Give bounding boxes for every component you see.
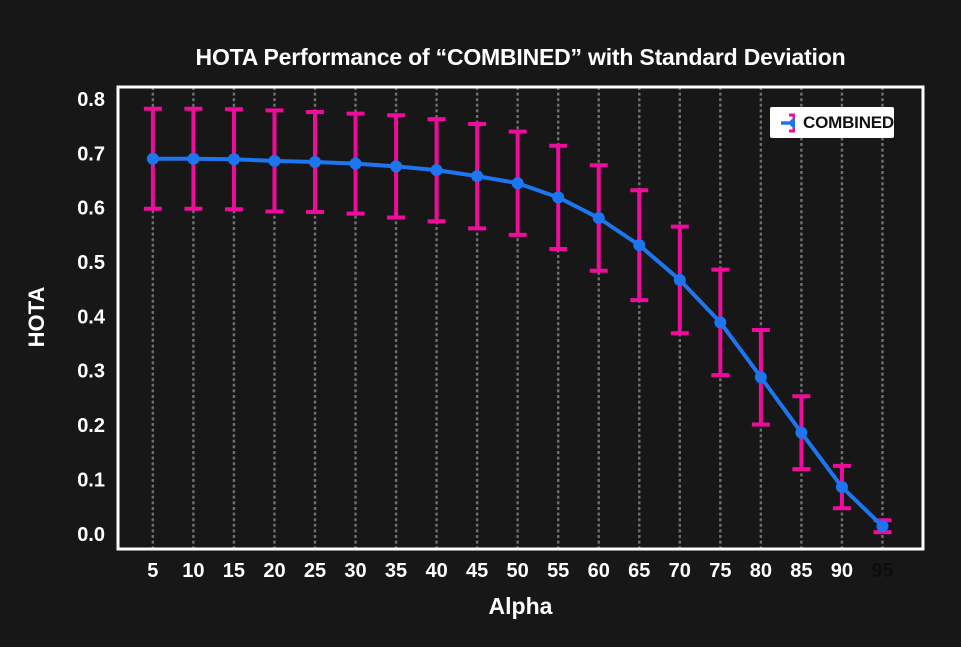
data-point (187, 152, 200, 165)
data-point (795, 426, 808, 439)
legend: COMBINED (770, 107, 894, 138)
x-tick-label: 70 (669, 560, 691, 582)
data-point (390, 160, 403, 173)
data-point (876, 520, 889, 533)
legend-marker-errorbar-icon (781, 113, 796, 132)
data-point (592, 211, 605, 224)
plot-border (116, 85, 925, 551)
x-tick-label: 15 (223, 560, 245, 582)
legend-label: COMBINED (803, 112, 894, 132)
y-tick-label: 0.6 (77, 198, 105, 220)
x-tick-label: 90 (831, 560, 853, 582)
x-tick-label: 65 (628, 560, 650, 582)
y-tick-label: 0.0 (77, 524, 105, 546)
y-tick-label: 0.3 (77, 361, 105, 383)
y-tick-label: 0.8 (77, 89, 105, 111)
y-tick-label: 0.5 (77, 252, 105, 274)
y-tick-label: 0.7 (77, 143, 105, 165)
y-tick-label: 0.4 (77, 306, 106, 328)
data-point (227, 153, 240, 166)
chart-title: HOTA Performance of “COMBINED” with Stan… (195, 44, 846, 70)
x-tick-label: 80 (750, 560, 772, 582)
data-point (471, 170, 484, 183)
x-tick-label: 95 (871, 560, 893, 582)
data-point (552, 191, 565, 204)
data-point (308, 156, 321, 169)
x-tick-label: 40 (425, 560, 447, 582)
y-axis-label: HOTA (24, 286, 49, 348)
x-tick-label: 35 (385, 560, 407, 582)
x-tick-label: 85 (790, 560, 812, 582)
y-tick-label: 0.1 (77, 469, 105, 491)
data-point (633, 239, 646, 252)
x-tick-label: 30 (344, 560, 366, 582)
data-point (268, 154, 281, 167)
data-point (430, 164, 443, 177)
x-tick-label: 75 (709, 560, 731, 582)
x-tick-label: 5 (147, 560, 158, 582)
data-point (835, 481, 848, 494)
x-tick-label: 20 (263, 560, 285, 582)
x-tick-label: 25 (304, 560, 326, 582)
data-point (714, 316, 727, 329)
data-point (754, 371, 767, 384)
x-tick-label: 45 (466, 560, 488, 582)
x-tick-label: 50 (507, 560, 529, 582)
y-tick-label: 0.2 (77, 415, 105, 437)
x-tick-label: 60 (588, 560, 610, 582)
data-point (511, 177, 524, 190)
x-axis-label: Alpha (488, 593, 553, 619)
x-tick-label: 10 (182, 560, 204, 582)
data-point (146, 152, 159, 165)
x-tick-label: 55 (547, 560, 569, 582)
data-point (349, 157, 362, 170)
data-point (673, 273, 686, 286)
